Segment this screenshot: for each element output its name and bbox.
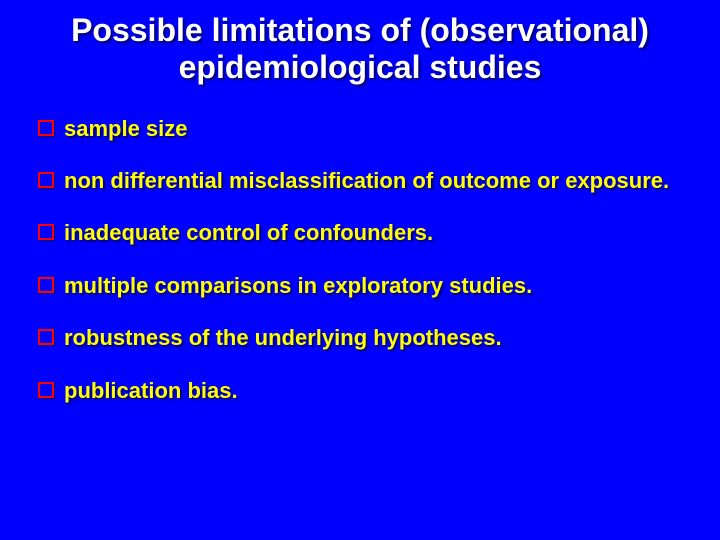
checkbox-icon [38,120,54,136]
bullet-text: sample size [64,116,188,142]
list-item: multiple comparisons in exploratory stud… [38,273,692,299]
list-item: sample size [38,116,692,142]
slide-container: Possible limitations of (observational) … [0,0,720,540]
bullet-text: publication bias. [64,378,238,404]
checkbox-icon [38,172,54,188]
list-item: inadequate control of confounders. [38,220,692,246]
checkbox-icon [38,277,54,293]
bullet-list: sample size non differential misclassifi… [28,116,692,404]
checkbox-icon [38,329,54,345]
bullet-text: inadequate control of confounders. [64,220,433,246]
bullet-text: multiple comparisons in exploratory stud… [64,273,532,299]
list-item: publication bias. [38,378,692,404]
list-item: non differential misclassification of ou… [38,168,692,194]
bullet-text: non differential misclassification of ou… [64,168,669,194]
bullet-text: robustness of the underlying hypotheses. [64,325,502,351]
list-item: robustness of the underlying hypotheses. [38,325,692,351]
checkbox-icon [38,224,54,240]
checkbox-icon [38,382,54,398]
slide-title: Possible limitations of (observational) … [28,12,692,86]
